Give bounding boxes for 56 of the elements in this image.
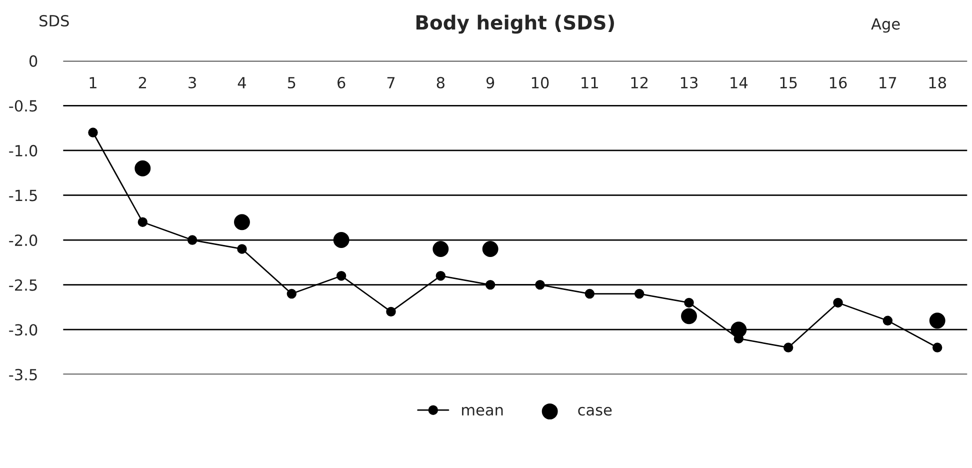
point: [783, 342, 794, 352]
point: [681, 308, 697, 324]
y-tick-label: -3.5: [9, 368, 37, 380]
x-tick-label: 9: [486, 76, 494, 88]
x-tick-label: 14: [730, 77, 748, 88]
point: [482, 241, 498, 257]
y-tick-label: -0.5: [9, 100, 37, 112]
x-tick-label: 12: [631, 76, 648, 88]
point: [432, 241, 449, 257]
point: [833, 298, 843, 308]
y-tick-label: -2.0: [9, 234, 38, 246]
x-tick-label: 10: [532, 76, 549, 88]
x-tick-label: 13: [680, 76, 698, 88]
x-tick-label: 6: [338, 76, 346, 88]
x-tick-label: 17: [880, 77, 896, 88]
x-tick-label: 4: [238, 77, 246, 88]
point: [138, 217, 148, 227]
x-tick-label: 8: [436, 76, 444, 88]
y-tick-label: -1.0: [9, 144, 38, 156]
point: [535, 280, 545, 290]
x-tick-label: 1: [90, 77, 96, 88]
chart-title: Body height (SDS): [416, 14, 614, 34]
point: [237, 244, 247, 254]
y-tick-label: -3.0: [9, 324, 38, 336]
legend-label: case: [578, 406, 612, 416]
point: [932, 342, 942, 352]
point: [929, 312, 946, 329]
point: [485, 280, 496, 290]
point: [333, 232, 350, 248]
x-tick-label: 3: [188, 76, 196, 88]
point: [436, 270, 446, 281]
x-tick-label: 11: [582, 77, 598, 88]
point: [386, 306, 396, 317]
point: [336, 270, 346, 281]
point: [134, 160, 151, 176]
x-tick-label: 5: [288, 77, 296, 88]
legend-label: mean: [462, 406, 503, 416]
point: [286, 288, 297, 299]
y-tick-label: -2.5: [9, 279, 37, 291]
x-tick-label: 18: [929, 76, 946, 88]
point: [584, 288, 595, 299]
point: [88, 128, 98, 138]
x-tick-label: 2: [138, 76, 146, 88]
x-tick-label: 15: [780, 77, 797, 88]
point: [234, 214, 250, 230]
x-tick-label: 7: [387, 77, 395, 88]
y-axis-title: SDS: [40, 14, 69, 27]
point: [730, 322, 747, 338]
point: [634, 288, 644, 299]
x-tick-label: 16: [830, 76, 847, 88]
y-tick-label: -1.5: [9, 190, 37, 202]
point: [882, 316, 893, 326]
x-axis-title: Age: [871, 18, 900, 33]
point: [684, 298, 694, 308]
y-tick-label: 0: [29, 55, 38, 67]
point: [187, 235, 198, 245]
